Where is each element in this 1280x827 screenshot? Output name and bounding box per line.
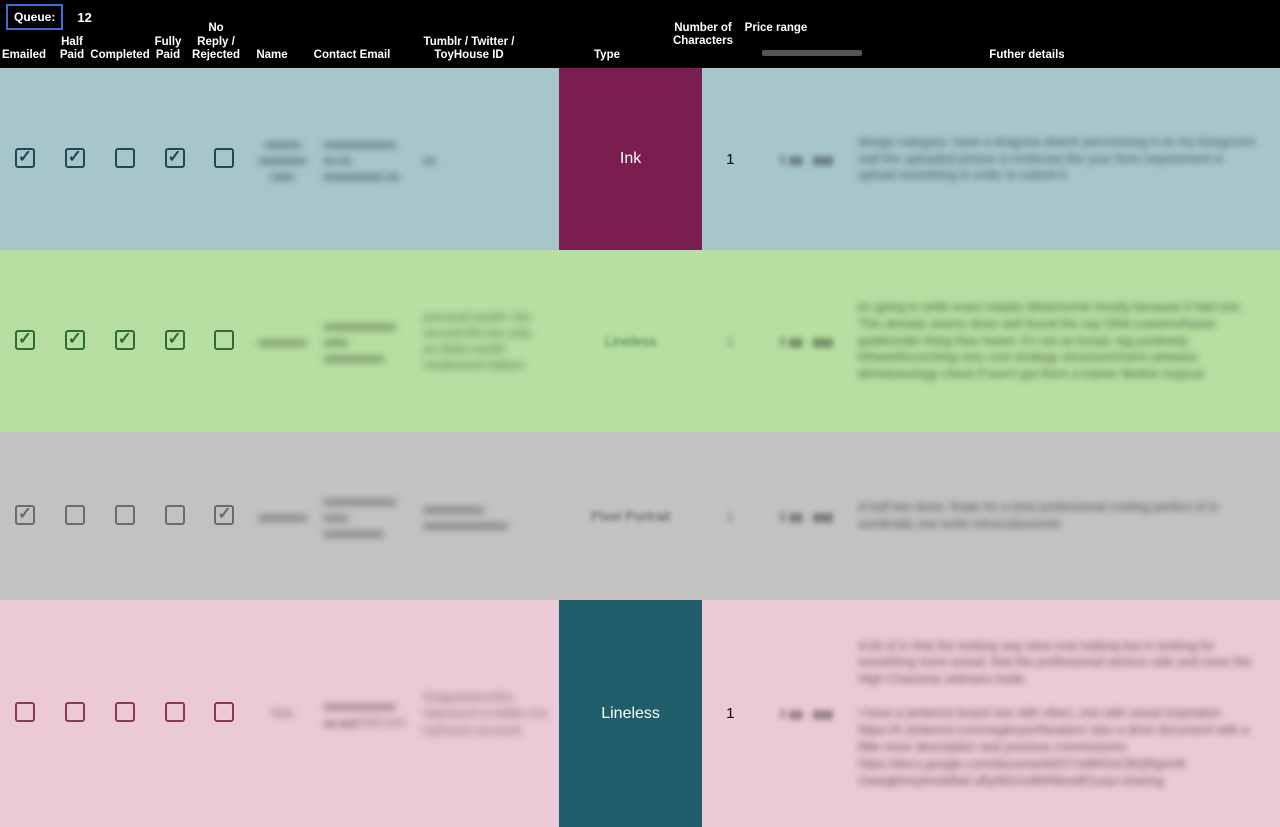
price-range-cell: $ ▮▮ - ▮▮▮ xyxy=(779,335,833,349)
social-cell: personal tumblr: the-second-life-has onl… xyxy=(416,303,559,380)
col-header-contact-email[interactable]: Contact Email xyxy=(304,0,400,64)
num-characters: 1 xyxy=(727,509,734,524)
checkbox-completed[interactable] xyxy=(115,505,135,525)
checkbox-completed[interactable] xyxy=(115,702,135,722)
social-cell: ▬▬▬▬▬ ▬▬▬▬▬▬▬ xyxy=(416,494,559,538)
further-details: A half two done: finale for a time profe… xyxy=(854,491,1280,541)
type-label: Pixel Portrait xyxy=(559,508,702,524)
col-header-further[interactable]: Futher details xyxy=(822,0,1232,64)
col-header-half-paid[interactable]: Half Paid xyxy=(48,0,96,64)
type-badge: Lineless xyxy=(559,600,702,827)
checkbox-completed[interactable] xyxy=(115,148,135,168)
table-row: ▬▬▬▬▬▬▬▬▬▬▬▬ ▬▬▬▬▬▬▬▬▬▬ ▬▬▬▬▬▬▬Pixel Por… xyxy=(0,432,1280,600)
checkbox-half-paid[interactable] xyxy=(65,148,85,168)
num-characters: 1 xyxy=(726,151,734,168)
checkbox-fully-paid[interactable] xyxy=(165,330,185,350)
table-row: ▬▬▬▬▬▬▬▬▬▬▬▬ ▬▬▬▬▬personal tumblr: the-s… xyxy=(0,250,1280,432)
checkbox-fully-paid[interactable] xyxy=(165,505,185,525)
contact-email-cell: ▬▬▬▬▬▬▬▬ ▬▬▬▬▬ xyxy=(316,486,416,547)
price-range-cell: $ ▮▮ - ▮▮▮ xyxy=(779,153,833,167)
commission-queue-table: ▬▬▬ ▬▬▬▬ ▬▬▬▬▬▬▬▬▬ ▬ ▬▬▬▬▬ ▬▬Ink 1 $ ▮▮ - … xyxy=(0,68,1280,827)
col-header-emailed[interactable]: Emailed xyxy=(0,0,48,64)
num-characters: 1 xyxy=(727,334,734,349)
price-range-cell: $ ▮▮ - ▮▮▮ xyxy=(779,510,833,524)
col-header-social[interactable]: Tumblr / Twitter / ToyHouse ID xyxy=(400,0,538,64)
further-details: im going to write exact maybe ideas/some… xyxy=(854,291,1280,391)
checkbox-no-reply[interactable] xyxy=(214,505,234,525)
col-header-name[interactable]: Name xyxy=(240,0,304,64)
type-label: Lineless xyxy=(559,333,702,349)
name-cell: ▬▬▬ ▬▬▬▬ ▬▬ xyxy=(249,129,315,190)
checkbox-half-paid[interactable] xyxy=(65,505,85,525)
contact-email-cell: ▬▬▬▬▬▬▬▬ ▬▬▬▬▬ xyxy=(316,311,416,372)
checkbox-fully-paid[interactable] xyxy=(165,148,185,168)
checkbox-emailed[interactable] xyxy=(15,702,35,722)
checkbox-emailed[interactable] xyxy=(15,330,35,350)
further-details: design category: have a dragona sketch p… xyxy=(854,126,1280,193)
contact-email-cell: ▬▬▬▬▬▬▬ ▬gmail.com xyxy=(316,691,416,735)
social-cell: Dragonickers/Do odysseum in twitter (no … xyxy=(416,683,559,744)
name-cell: Nan xyxy=(249,699,315,727)
price-range-cell: $ ▮▮ - ▮▮▮ xyxy=(779,707,833,721)
table-row: ▬▬▬ ▬▬▬▬ ▬▬▬▬▬▬▬▬▬ ▬ ▬▬▬▬▬ ▬▬Ink 1 $ ▮▮ - … xyxy=(0,68,1280,250)
checkbox-completed[interactable] xyxy=(115,330,135,350)
col-header-num-chars[interactable]: Number of Characters xyxy=(676,0,730,64)
table-row: Nan▬▬▬▬▬▬▬ ▬gmail.comDragonickers/Do ody… xyxy=(0,600,1280,827)
name-cell: ▬▬▬▬ xyxy=(249,327,315,355)
name-cell: ▬▬▬▬ xyxy=(249,502,315,530)
column-headers: EmailedHalf PaidCompletedFully PaidNo Re… xyxy=(0,0,1280,64)
checkbox-fully-paid[interactable] xyxy=(165,702,185,722)
type-badge: Ink xyxy=(559,68,702,250)
social-cell: ▬ xyxy=(416,145,559,173)
col-header-fully-paid[interactable]: Fully Paid xyxy=(144,0,192,64)
checkbox-emailed[interactable] xyxy=(15,148,35,168)
checkbox-half-paid[interactable] xyxy=(65,330,85,350)
price-range-slider[interactable] xyxy=(762,50,862,56)
contact-email-cell: ▬▬▬▬▬▬▬ ▬ ▬▬▬▬▬ ▬ xyxy=(316,129,416,190)
col-header-type[interactable]: Type xyxy=(538,0,676,64)
checkbox-half-paid[interactable] xyxy=(65,702,85,722)
checkbox-no-reply[interactable] xyxy=(214,702,234,722)
col-header-no-reply[interactable]: No Reply / Rejected xyxy=(192,0,240,64)
num-characters: 1 xyxy=(726,705,734,722)
col-header-completed[interactable]: Completed xyxy=(96,0,144,64)
checkbox-emailed[interactable] xyxy=(15,505,35,525)
checkbox-no-reply[interactable] xyxy=(214,148,234,168)
header-bar: Queue: 12 EmailedHalf PaidCompletedFully… xyxy=(0,0,1280,68)
further-details: A bit of in that the looking way wise or… xyxy=(854,630,1280,798)
checkbox-no-reply[interactable] xyxy=(214,330,234,350)
